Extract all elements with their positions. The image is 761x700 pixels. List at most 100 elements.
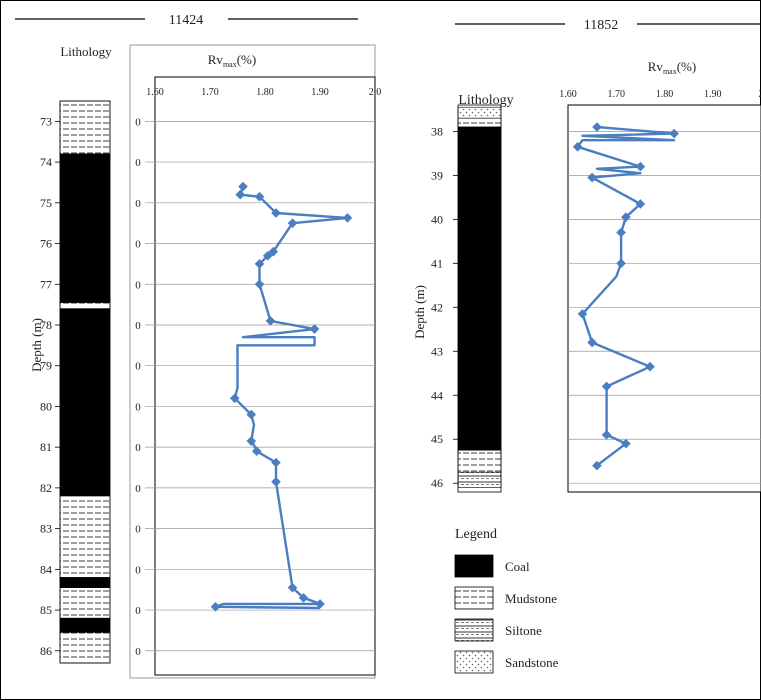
data-point	[229, 393, 240, 404]
data-point	[287, 582, 298, 593]
legend-swatch-coal	[454, 554, 494, 578]
depth-tick-label: 38	[431, 124, 443, 138]
legend-label-mudstone: Mudstone	[505, 591, 557, 606]
data-point	[254, 279, 265, 290]
panel-11424: 11424 Lithology Depth (m) Rvmax(%) 1.60 1…	[15, 13, 381, 679]
depth-tick-label: 46	[431, 476, 443, 490]
plot-tick-label: 0	[135, 646, 141, 658]
data-point	[577, 309, 588, 319]
lithology-mudstone	[457, 117, 502, 128]
plot-area	[154, 76, 376, 676]
x-tick-label: 2.0	[369, 87, 382, 98]
depth-tick-label: 77	[40, 277, 52, 291]
x-tick-labels: 1.60 1.70 1.80 1.90 2	[559, 89, 761, 100]
x-tick-label: 1.80	[656, 89, 674, 100]
data-point	[587, 337, 597, 348]
x-tick-labels: 1.60 1.70 1.80 1.90 2.0	[146, 87, 381, 98]
lithology-coal	[59, 308, 111, 497]
data-point	[669, 128, 679, 139]
depth-axis-label: Depth (m)	[412, 285, 427, 339]
data-point	[315, 599, 325, 609]
data-point	[616, 258, 626, 269]
data-point	[238, 181, 248, 192]
x-tick-label: 1.70	[201, 87, 219, 98]
plot-tick-label: 0	[135, 401, 141, 413]
lithology-coal	[59, 617, 111, 633]
depth-tick-label: 85	[40, 603, 52, 617]
legend-label-sandstone: Sandstone	[505, 655, 559, 670]
lithology-siltstone	[457, 471, 502, 488]
data-point	[621, 212, 631, 222]
legend: Legend Coal Mudstone Siltone Sandstone	[454, 527, 559, 674]
plot-tick-label: 0	[135, 564, 141, 576]
plot-tick-label: 0	[135, 157, 141, 169]
plot-tick-label: 0	[135, 320, 141, 332]
data-point	[268, 246, 279, 257]
grid-lines	[568, 131, 761, 484]
reflectance-series	[210, 181, 353, 612]
depth-tick-label: 39	[431, 168, 443, 182]
plot-tick-label: 0	[135, 239, 141, 251]
legend-swatch-siltstone	[454, 618, 494, 642]
plot-tick-label: 0	[135, 442, 141, 454]
lithology-coal	[457, 126, 502, 451]
x-tick-label: 1.90	[311, 87, 329, 98]
depth-tick-label: 42	[431, 300, 443, 314]
plot-tick-label: 0	[135, 483, 141, 495]
data-point	[342, 213, 353, 223]
depth-tick-label: 40	[431, 212, 443, 226]
lithology-mudstone	[59, 495, 111, 578]
series-line	[576, 125, 676, 467]
lithology-coal	[59, 153, 111, 303]
data-point	[601, 381, 612, 392]
depth-tick-label: 78	[40, 318, 52, 332]
depth-tick-label: 86	[40, 644, 52, 658]
legend-label-coal: Coal	[505, 559, 530, 574]
data-point	[246, 409, 257, 420]
data-point	[587, 172, 597, 183]
x-axis-label: Rvmax(%)	[648, 59, 696, 76]
lithology-label: Lithology	[458, 93, 513, 108]
x-tick-label: 1.70	[608, 89, 626, 100]
depth-tick-label: 44	[431, 388, 443, 402]
depth-tick-label: 80	[40, 399, 52, 413]
lithology-column	[457, 104, 502, 493]
plot-tick-label: 0	[135, 605, 141, 617]
data-point	[287, 218, 298, 228]
lithology-coal	[59, 577, 111, 588]
reflectance-series	[572, 122, 679, 471]
lithology-column-outline	[59, 100, 111, 664]
lithology-mudstone	[59, 100, 111, 155]
data-point	[592, 460, 602, 471]
data-point	[246, 436, 257, 446]
lithology-column-outline	[457, 104, 502, 493]
data-point	[309, 324, 320, 334]
plot-tick-labels: 0 0 0 0 0 0 0 0 0 0 0 0 0 0	[135, 116, 141, 657]
depth-tick-label: 75	[40, 196, 52, 210]
depth-tick-labels: 38 39 40 41 42 43 44 45 46	[431, 124, 458, 490]
plot-tick-label: 0	[135, 198, 141, 210]
plot-tick-label: 0	[135, 361, 141, 373]
data-point	[621, 438, 631, 449]
well-title: 11424	[169, 13, 203, 28]
depth-tick-label: 41	[431, 256, 443, 270]
series-line	[214, 186, 349, 610]
lithology-mudstone	[59, 587, 111, 619]
lithology-column	[59, 100, 111, 664]
lithology-mudstone	[59, 302, 111, 309]
data-point	[572, 141, 583, 152]
data-point	[210, 602, 221, 612]
data-point	[601, 430, 612, 440]
depth-tick-label: 73	[40, 114, 52, 128]
well-title: 11852	[584, 18, 618, 33]
x-tick-label: 1.60	[559, 89, 577, 100]
panel-11852: 11852 Lithology Depth (m) Rvmax(%) 1.60 1…	[412, 18, 761, 493]
data-point	[645, 361, 655, 372]
lithology-mudstone	[59, 632, 111, 664]
depth-tick-label: 43	[431, 344, 443, 358]
legend-swatch-sandstone	[454, 650, 494, 674]
grid-lines	[145, 121, 375, 652]
data-point	[265, 316, 276, 326]
data-point	[254, 191, 265, 202]
